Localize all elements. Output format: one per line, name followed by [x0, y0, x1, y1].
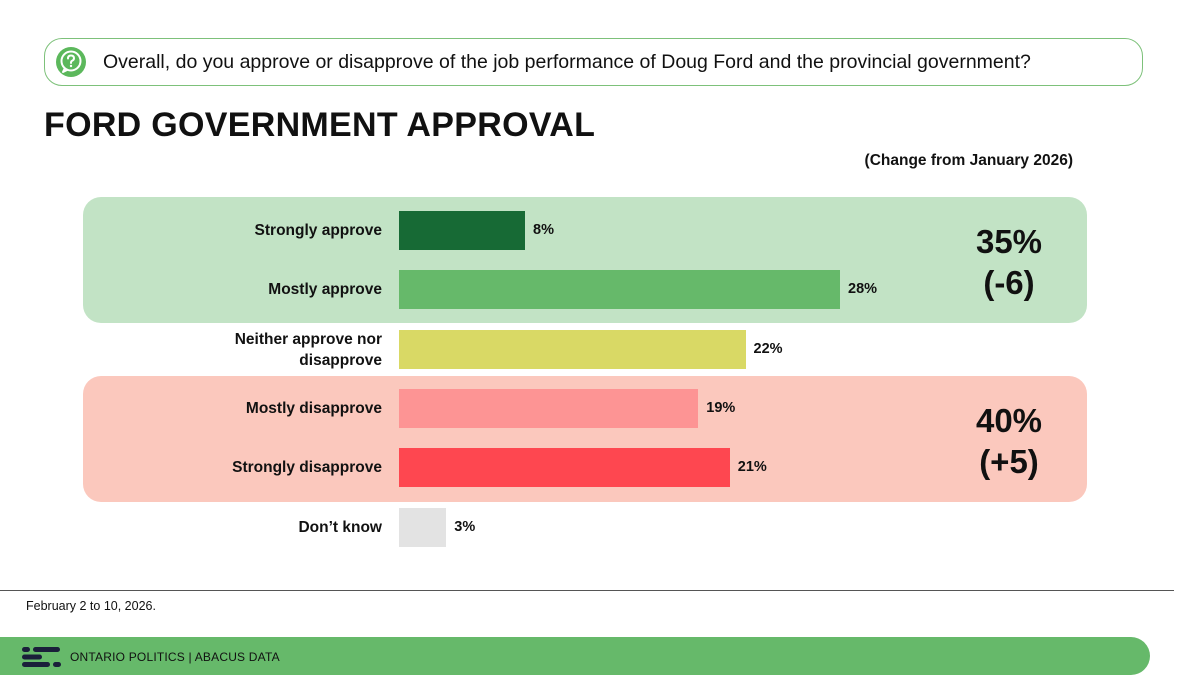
change-note: (Change from January 2026) — [864, 152, 1073, 169]
bar — [399, 211, 525, 250]
footer-band — [0, 637, 1150, 675]
bar-value-label: 19% — [706, 400, 736, 416]
bar-value-label: 22% — [753, 341, 783, 357]
bar-label: Don’t know — [298, 519, 382, 536]
page-title: FORD GOVERNMENT APPROVAL — [44, 106, 596, 144]
bar-label: Neither approve nor disapprove — [234, 330, 382, 369]
approve-total: 35% (-6) — [950, 221, 1068, 303]
bar — [399, 270, 840, 309]
bar-value-label: 21% — [737, 459, 767, 475]
disapprove-total-change: (+5) — [979, 443, 1039, 480]
bar — [399, 508, 447, 547]
disapprove-total: 40% (+5) — [950, 400, 1068, 482]
bar-value-label: 28% — [848, 281, 878, 297]
bar-label: Mostly disapprove — [245, 400, 382, 417]
bar — [399, 389, 699, 428]
bar-label: Strongly disapprove — [232, 459, 382, 476]
question-text: Overall, do you approve or disapprove of… — [103, 51, 1031, 73]
bar-label: Strongly approve — [254, 222, 382, 239]
bar-label: Mostly approve — [268, 281, 382, 298]
bar-value-label: 3% — [454, 519, 476, 535]
question-box: Overall, do you approve or disapprove of… — [44, 38, 1143, 86]
bar — [399, 330, 746, 369]
date-note: February 2 to 10, 2026. — [26, 599, 156, 613]
bar-value-label: 8% — [533, 222, 554, 238]
bar — [399, 448, 730, 487]
divider — [0, 590, 1174, 591]
footer-text: ONTARIO POLITICS | ABACUS DATA — [70, 650, 280, 664]
question-bubble-icon — [56, 47, 86, 77]
abacus-logo-icon — [22, 647, 61, 667]
approve-total-change: (-6) — [983, 264, 1035, 301]
disapprove-total-value: 40% — [975, 402, 1043, 439]
approve-total-value: 35% — [975, 223, 1043, 260]
